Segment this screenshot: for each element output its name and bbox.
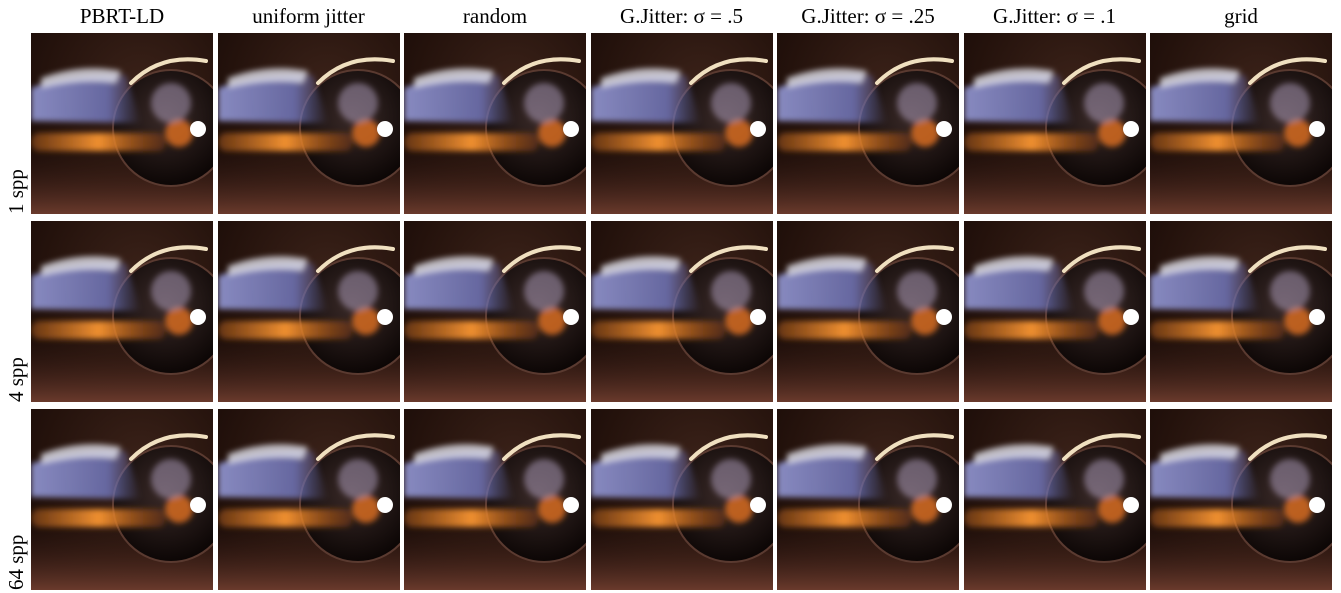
render-image — [777, 221, 959, 402]
render-image — [777, 409, 959, 590]
column-header: G.Jitter: σ = .25 — [801, 4, 935, 28]
column-header: grid — [1224, 4, 1258, 28]
row-header: 64 spp — [4, 534, 28, 590]
render-image — [404, 33, 586, 214]
render-image — [591, 409, 773, 590]
render-image — [964, 33, 1146, 214]
render-image — [218, 221, 400, 402]
column-header: random — [462, 4, 528, 28]
render-image — [404, 409, 586, 590]
render-image — [218, 409, 400, 590]
render-image — [31, 221, 213, 402]
render-image — [1150, 33, 1332, 214]
render-image — [777, 33, 959, 214]
column-header: G.Jitter: σ = .1 — [993, 4, 1116, 28]
render-image — [964, 221, 1146, 402]
row-header: 1 spp — [4, 169, 28, 214]
render-image — [31, 409, 213, 590]
render-image — [1150, 409, 1332, 590]
column-header: PBRT-LD — [79, 4, 165, 28]
render-image — [218, 33, 400, 214]
render-image — [591, 33, 773, 214]
render-image — [404, 221, 586, 402]
row-header: 4 spp — [4, 357, 28, 402]
column-header: G.Jitter: σ = .5 — [620, 4, 743, 28]
column-header: uniform jitter — [252, 4, 365, 28]
render-image — [591, 221, 773, 402]
render-image — [964, 409, 1146, 590]
render-image — [31, 33, 213, 214]
render-image — [1150, 221, 1332, 402]
